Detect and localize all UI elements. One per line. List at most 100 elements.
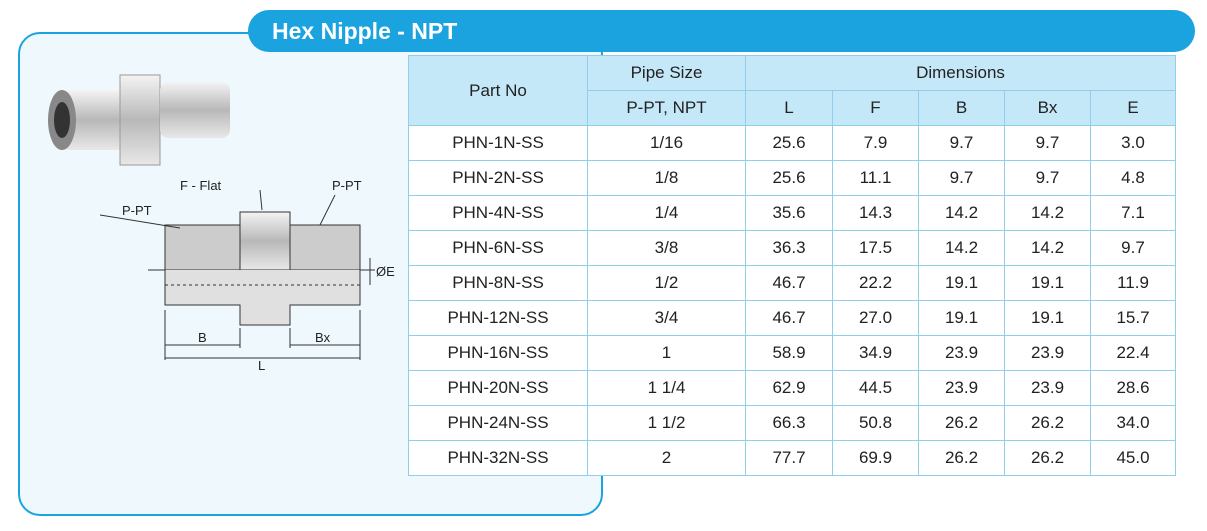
cell: 4.8 — [1090, 160, 1176, 196]
cell: 19.1 — [918, 265, 1005, 301]
header-cell: Part No — [408, 55, 588, 126]
header-cell: Pipe Size — [587, 55, 746, 91]
cell: PHN-4N-SS — [408, 195, 588, 231]
row: PHN-32N-SS 2 77.7 69.9 26.2 26.2 45.0 — [408, 440, 1176, 476]
cell: 25.6 — [745, 125, 833, 161]
diagram: F - Flat P-PT P-PT ØE B Bx L — [48, 74, 395, 373]
cell: 26.2 — [918, 440, 1005, 476]
header-cell: Bx — [1004, 90, 1091, 126]
cell: 28.6 — [1090, 370, 1176, 406]
cell: PHN-1N-SS — [408, 125, 588, 161]
cross-section — [99, 189, 375, 360]
cell: PHN-6N-SS — [408, 230, 588, 266]
cell: 34.9 — [832, 335, 919, 371]
header-cell: E — [1090, 90, 1176, 126]
cell: 58.9 — [745, 335, 833, 371]
spec-table: Part No Pipe Size Dimensions P-PT, NPT L F… — [408, 55, 1176, 476]
cell: 26.2 — [1004, 440, 1091, 476]
row: PHN-4N-SS 1/4 35.6 14.3 14.2 14.2 7.1 — [408, 195, 1176, 231]
cell: 26.2 — [918, 405, 1005, 441]
row: PHN-2N-SS 1/8 25.6 11.1 9.7 9.7 4.8 — [408, 160, 1176, 196]
cell: 1/2 — [587, 265, 746, 301]
row: PHN-8N-SS 1/2 46.7 22.2 19.1 19.1 11.9 — [408, 265, 1176, 301]
cell: 1 — [587, 335, 746, 371]
cell: 15.7 — [1090, 300, 1176, 336]
cell: 22.2 — [832, 265, 919, 301]
cell: PHN-32N-SS — [408, 440, 588, 476]
cell: 23.9 — [1004, 335, 1091, 371]
row: PHN-1N-SS 1/16 25.6 7.9 9.7 9.7 3.0 — [408, 125, 1176, 161]
cell: 9.7 — [1004, 125, 1091, 161]
cell: 25.6 — [745, 160, 833, 196]
cell: 2 — [587, 440, 746, 476]
cell: 1/8 — [587, 160, 746, 196]
cell: 19.1 — [1004, 265, 1091, 301]
cell: 62.9 — [745, 370, 833, 406]
cell: PHN-2N-SS — [408, 160, 588, 196]
cell: 3/8 — [587, 230, 746, 266]
cell: 23.9 — [1004, 370, 1091, 406]
cell: 35.6 — [745, 195, 833, 231]
cell: 14.2 — [1004, 195, 1091, 231]
cell: 11.1 — [832, 160, 919, 196]
cell: 17.5 — [832, 230, 919, 266]
cell: 26.2 — [1004, 405, 1091, 441]
cell: 23.9 — [918, 335, 1005, 371]
header-cell: B — [918, 90, 1005, 126]
cell: 14.2 — [918, 230, 1005, 266]
cell: 34.0 — [1090, 405, 1176, 441]
label: L — [258, 358, 265, 373]
cell: 1 1/2 — [587, 405, 746, 441]
cell: 1/16 — [587, 125, 746, 161]
cell: 14.2 — [1004, 230, 1091, 266]
cell: 9.7 — [1004, 160, 1091, 196]
cell: 69.9 — [832, 440, 919, 476]
row: PHN-24N-SS 1 1/2 66.3 50.8 26.2 26.2 34.0 — [408, 405, 1176, 441]
cell: 14.2 — [918, 195, 1005, 231]
cell: 1/4 — [587, 195, 746, 231]
cell: 23.9 — [918, 370, 1005, 406]
cell: PHN-16N-SS — [408, 335, 588, 371]
title: Hex Nipple - NPT — [248, 10, 1195, 52]
row: PHN-16N-SS 1 58.9 34.9 23.9 23.9 22.4 — [408, 335, 1176, 371]
cell: 19.1 — [918, 300, 1005, 336]
cell: 14.3 — [832, 195, 919, 231]
cell: 9.7 — [1090, 230, 1176, 266]
cell: 46.7 — [745, 265, 833, 301]
cell: PHN-20N-SS — [408, 370, 588, 406]
cell: 9.7 — [918, 160, 1005, 196]
label: B — [198, 330, 207, 345]
cell: PHN-12N-SS — [408, 300, 588, 336]
header-cell: P-PT, NPT — [587, 90, 746, 126]
cell: 9.7 — [918, 125, 1005, 161]
cell: 3/4 — [587, 300, 746, 336]
label: F - Flat — [180, 178, 222, 193]
header-cell: L — [745, 90, 833, 126]
header-cell: F — [832, 90, 919, 126]
cell: 66.3 — [745, 405, 833, 441]
cell: 7.9 — [832, 125, 919, 161]
cell: 11.9 — [1090, 265, 1176, 301]
label: P-PT — [122, 203, 152, 218]
product-photo — [48, 74, 230, 166]
cell: 3.0 — [1090, 125, 1176, 161]
row: PHN-20N-SS 1 1/4 62.9 44.5 23.9 23.9 28.6 — [408, 370, 1176, 406]
cell: PHN-24N-SS — [408, 405, 588, 441]
cell: 36.3 — [745, 230, 833, 266]
cell: 27.0 — [832, 300, 919, 336]
label: Bx — [315, 330, 331, 345]
label: ØE — [376, 264, 395, 279]
row: PHN-6N-SS 3/8 36.3 17.5 14.2 14.2 9.7 — [408, 230, 1176, 266]
header-cell: Dimensions — [745, 55, 1176, 91]
cell: PHN-8N-SS — [408, 265, 588, 301]
label: P-PT — [332, 178, 362, 193]
cell: 77.7 — [745, 440, 833, 476]
cell: 19.1 — [1004, 300, 1091, 336]
cell: 46.7 — [745, 300, 833, 336]
cell: 44.5 — [832, 370, 919, 406]
cell: 7.1 — [1090, 195, 1176, 231]
cell: 45.0 — [1090, 440, 1176, 476]
cell: 1 1/4 — [587, 370, 746, 406]
cell: 22.4 — [1090, 335, 1176, 371]
